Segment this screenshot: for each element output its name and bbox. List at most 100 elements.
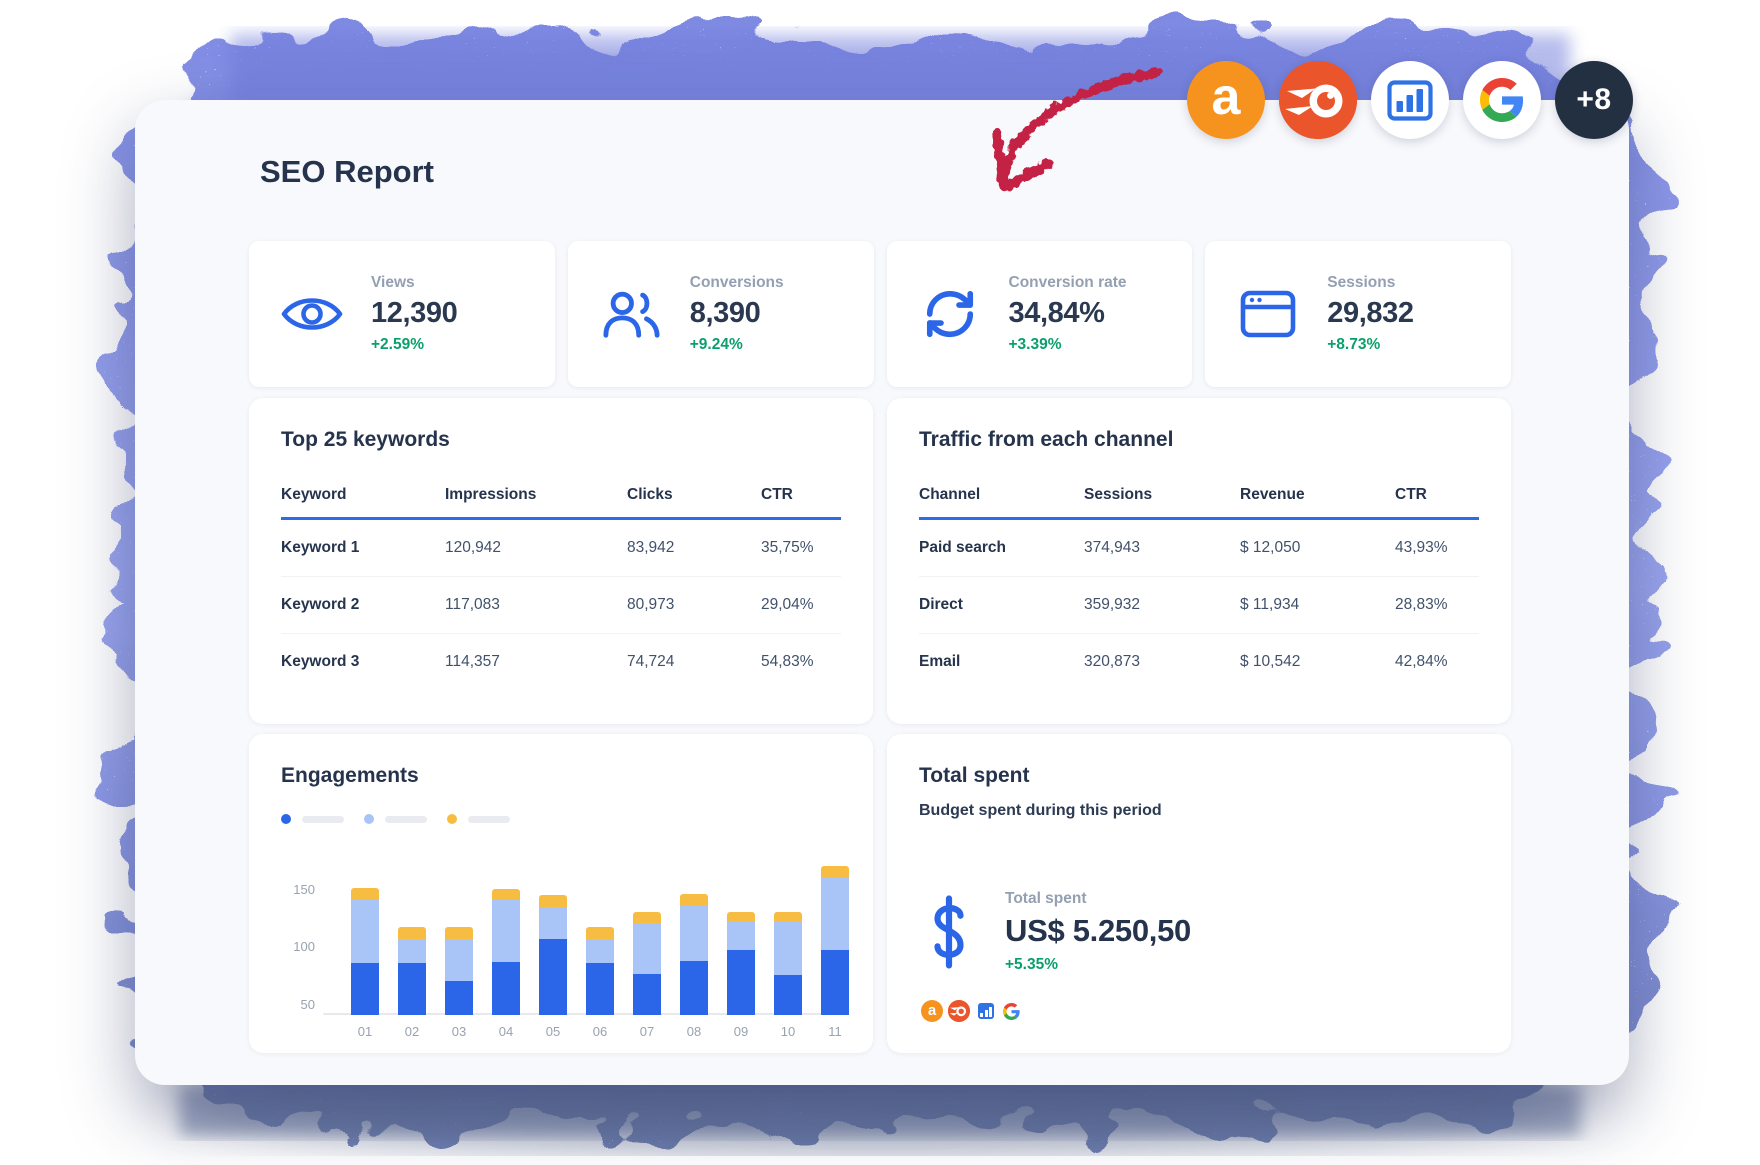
legend-item-2 xyxy=(364,814,427,824)
x-tick-label: 02 xyxy=(404,1024,420,1039)
table-cell: 28,83% xyxy=(1395,596,1448,613)
x-tick-label: 07 xyxy=(639,1024,655,1039)
page-title: SEO Report xyxy=(260,154,434,189)
bar-segment-series-2 xyxy=(539,906,567,940)
kpi-label: Conversions xyxy=(689,274,784,291)
total-spent-label: Total spent xyxy=(1005,890,1087,907)
bar-segment-series-1 xyxy=(633,973,661,1015)
total-spent-title: Total spent xyxy=(919,764,1030,787)
bar-stack xyxy=(445,926,473,1015)
bar-stack xyxy=(351,887,379,1015)
bar-segment-series-2 xyxy=(351,900,379,964)
kpi-label: Sessions xyxy=(1327,274,1396,291)
x-tick-label: 10 xyxy=(780,1024,796,1039)
total-spent-subtitle: Budget spent during this period xyxy=(919,802,1162,819)
column-header: Channel xyxy=(919,486,981,503)
eye-icon xyxy=(279,291,345,337)
dollar-icon xyxy=(927,895,971,969)
semrush-icon[interactable] xyxy=(1279,61,1357,139)
bar-segment-series-2 xyxy=(586,939,614,964)
bar-08: 08 xyxy=(680,894,708,1039)
bar-stack xyxy=(539,895,567,1015)
engagements-chart: 50 100 150 01 02 03 04 05 06 07 08 09 10 11 xyxy=(281,842,849,1042)
kpi-delta: +3.39% xyxy=(1008,336,1062,353)
table-row: Paid search 374,943 $ 12,050 43,93% xyxy=(919,520,1479,577)
table-cell: 42,84% xyxy=(1395,653,1448,670)
bar-segment-series-1 xyxy=(492,962,520,1015)
bar-03: 03 xyxy=(445,926,473,1039)
report-card: SEO Report Views 12,390 +2.59% xyxy=(135,100,1629,1085)
traffic-title: Traffic from each channel xyxy=(919,428,1174,451)
bar-segment-series-2 xyxy=(633,923,661,974)
table-cell: 359,932 xyxy=(1084,596,1141,613)
bar-segment-series-2 xyxy=(398,939,426,964)
engagements-title: Engagements xyxy=(281,764,419,787)
table-cell: 117,083 xyxy=(445,596,500,613)
kpi-card-views: Views 12,390 +2.59% xyxy=(249,241,555,387)
legend-item-1 xyxy=(281,814,344,824)
table-cell: $ 12,050 xyxy=(1240,539,1301,556)
bar-segment-series-3 xyxy=(680,894,708,905)
kpi-text: Conversions 8,390 +9.24% xyxy=(690,274,784,354)
legend-label-placeholder xyxy=(385,815,427,823)
analytics-mini-icon xyxy=(978,1003,994,1019)
bar-segment-series-1 xyxy=(586,963,614,1015)
traffic-panel: Traffic from each channel Channel Session… xyxy=(887,398,1511,724)
bar-segment-series-1 xyxy=(821,949,849,1015)
bar-07: 07 xyxy=(633,911,661,1039)
kpi-value: 34,84% xyxy=(1008,297,1105,329)
browser-icon xyxy=(1235,290,1301,338)
kpi-text: Views 12,390 +2.59% xyxy=(371,274,458,354)
table-row: Keyword 3 114,357 74,724 54,83% xyxy=(281,634,841,690)
kpi-card-conversions: Conversions 8,390 +9.24% xyxy=(567,241,874,387)
bar-segment-series-1 xyxy=(351,963,379,1015)
keywords-table: Keyword Impressions Clicks CTR Keyword 1 120… xyxy=(281,476,841,690)
google-icon[interactable] xyxy=(1463,61,1541,139)
bar-segment-series-1 xyxy=(727,949,755,1015)
table-cell: $ 10,542 xyxy=(1240,653,1301,670)
x-tick-label: 06 xyxy=(592,1024,608,1039)
kpi-value: 8,390 xyxy=(689,297,761,329)
bar-segment-series-2 xyxy=(821,877,849,950)
column-header: Keyword xyxy=(281,486,347,503)
kpi-card-conversion-rate: Conversion rate 34,84% +3.39% xyxy=(886,241,1193,387)
legend-label-placeholder xyxy=(468,815,510,823)
kpi-label: Conversion rate xyxy=(1008,274,1127,291)
column-header: Revenue xyxy=(1240,486,1305,503)
legend-dot xyxy=(447,814,457,824)
ahrefs-glyph: a xyxy=(1211,68,1241,126)
table-body: Paid search 374,943 $ 12,050 43,93% Direct 35… xyxy=(919,520,1479,690)
table-header: Channel Sessions Revenue CTR xyxy=(919,476,1479,520)
x-tick-label: 04 xyxy=(498,1024,514,1039)
bar-segment-series-3 xyxy=(821,865,849,878)
table-cell: 374,943 xyxy=(1084,539,1141,556)
bar-segment-series-3 xyxy=(492,888,520,901)
table-cell: Keyword 3 xyxy=(281,653,360,670)
total-spent-delta: +5.35% xyxy=(1005,956,1059,973)
table-body: Keyword 1 120,942 83,942 35,75% Keyword 2 117… xyxy=(281,520,841,690)
more-apps-badge[interactable]: +8 xyxy=(1555,61,1633,139)
analytics-icon[interactable] xyxy=(1371,61,1449,139)
bar-segment-series-1 xyxy=(398,963,426,1015)
semrush-mini-icon xyxy=(948,1000,970,1022)
x-axis-line xyxy=(323,1013,841,1015)
legend-item-3 xyxy=(447,814,510,824)
kpi-row: Views 12,390 +2.59% Conversions 8,390 +9… xyxy=(249,241,1511,387)
bar-segment-series-2 xyxy=(727,921,755,950)
kpi-delta: +2.59% xyxy=(371,336,425,353)
kpi-delta: +8.73% xyxy=(1327,336,1381,353)
google-mini-icon xyxy=(1003,1002,1020,1020)
bar-segment-series-1 xyxy=(445,980,473,1015)
column-header: Sessions xyxy=(1084,486,1153,503)
bar-segment-series-3 xyxy=(539,895,567,907)
column-header: CTR xyxy=(1395,486,1427,503)
table-row: Keyword 1 120,942 83,942 35,75% xyxy=(281,520,841,577)
bar-04: 04 xyxy=(492,888,520,1039)
ahrefs-icon[interactable]: a xyxy=(1187,61,1265,139)
bar-09: 09 xyxy=(727,911,755,1039)
bar-segment-series-1 xyxy=(539,939,567,1015)
bar-segment-series-3 xyxy=(727,911,755,922)
bar-stack xyxy=(680,894,708,1015)
kpi-delta: +9.24% xyxy=(689,336,743,353)
chart-legend xyxy=(281,814,841,824)
